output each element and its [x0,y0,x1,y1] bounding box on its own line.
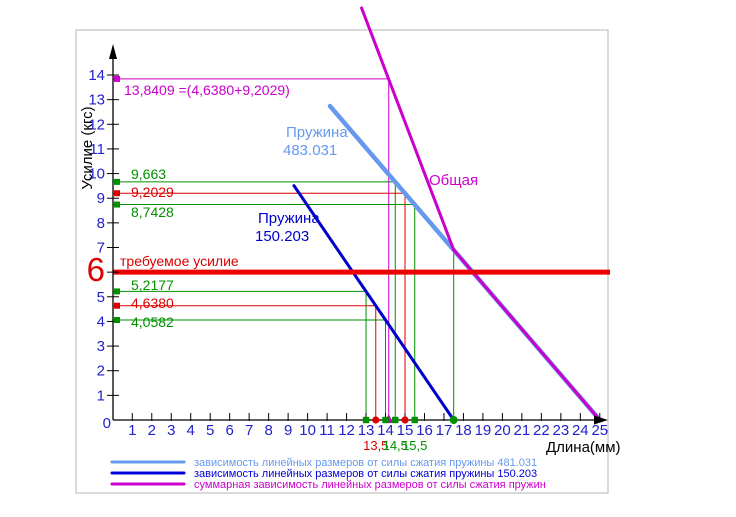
series-label-spring-483-031: 483.031 [283,142,337,159]
origin-label: 0 [103,415,111,432]
x-axis-marker [382,416,389,424]
series-label-spring-483-031: Пружина [286,124,348,141]
series-line-total [360,6,602,422]
x-tick-label: 17 [436,422,453,439]
x-axis-title: Длина(мм) [546,439,621,456]
y-tick-label: 1 [97,387,105,404]
y-axis-marker [114,288,120,295]
legend-text: зависимость линейных размеров от силы сж… [194,457,537,469]
x-tick-label: 4 [187,422,195,439]
y-tick-label: 3 [97,338,105,355]
x-tick-label: 7 [245,422,253,439]
x-tick-label: 11 [319,422,335,439]
x-tick-label: 20 [494,422,511,439]
x-value-label: 14,5 [383,438,408,453]
series-label-spring-150-203: Пружина [258,210,320,227]
x-value-label: 13,5 [363,438,388,453]
annotation-label: 4,0582 [131,314,174,330]
y-axis-arrow-icon [109,44,117,59]
x-tick-label: 9 [284,422,292,439]
x-tick-label: 19 [475,422,492,439]
x-axis-marker [372,416,380,424]
x-tick-label: 8 [264,422,272,439]
x-axis-marker [401,416,409,424]
legend-text: суммарная зависимость линейных размеров … [194,479,546,491]
x-tick-label: 16 [416,422,433,439]
annotation-label: 9,663 [131,166,166,182]
required-force-axis-label: 6 [87,251,105,288]
y-tick-label: 5 [97,289,105,306]
y-axis-marker [114,178,120,185]
x-axis-marker [392,416,399,424]
x-tick-label: 2 [148,422,156,439]
y-axis-title: Усилие (кгс) [79,106,96,189]
y-tick-label: 12 [88,116,105,133]
x-axis-arrow-icon [594,415,608,425]
annotation-label: 13,8409 =(4,6380+9,2029) [124,82,290,98]
y-tick-label: 10 [88,166,105,183]
annotation-label: 4,6380 [131,295,174,311]
y-axis-marker [114,75,120,82]
annotation-label: 5,2177 [131,277,174,293]
y-axis-marker [114,190,120,197]
x-axis-marker [411,416,418,424]
x-tick-label: 24 [572,422,589,439]
x-axis-marker [362,416,370,424]
y-tick-label: 8 [97,215,105,232]
x-tick-label: 25 [591,422,608,439]
y-tick-label: 11 [89,141,105,158]
annotation-label: 9,2029 [131,184,174,200]
required-force-label: требуемое усилие [120,253,239,269]
y-axis-marker [114,201,120,208]
y-tick-label: 7 [97,239,105,256]
x-tick-label: 3 [167,422,175,439]
series-line-spring-150-203 [292,184,456,422]
y-tick-label: 4 [97,313,105,330]
annotation-label: 8,7428 [131,204,174,220]
y-axis-marker [114,302,120,309]
x-tick-label: 1 [128,422,136,439]
x-tick-label: 5 [206,422,214,439]
y-axis-marker [114,316,120,323]
x-tick-label: 22 [533,422,550,439]
y-tick-label: 9 [97,190,105,207]
series-label-spring-150-203: 150.203 [255,228,309,245]
legend-text: зависимость линейных размеров от силы сж… [194,468,537,480]
x-tick-label: 15 [397,422,414,439]
series-label-total: Общая [429,172,478,189]
y-tick-label: 13 [88,92,105,109]
y-tick-label: 14 [88,67,105,84]
x-tick-label: 14 [377,422,394,439]
x-tick-label: 18 [455,422,472,439]
x-tick-label: 10 [299,422,316,439]
plot-border [75,29,609,494]
y-tick-label: 2 [97,363,105,380]
x-tick-label: 23 [552,422,569,439]
x-tick-label: 6 [226,422,234,439]
free-length-marker [449,416,458,424]
x-tick-label: 13 [358,422,375,439]
x-tick-label: 21 [514,422,531,439]
x-value-label: 15,5 [402,438,427,453]
x-tick-label: 12 [338,422,355,439]
